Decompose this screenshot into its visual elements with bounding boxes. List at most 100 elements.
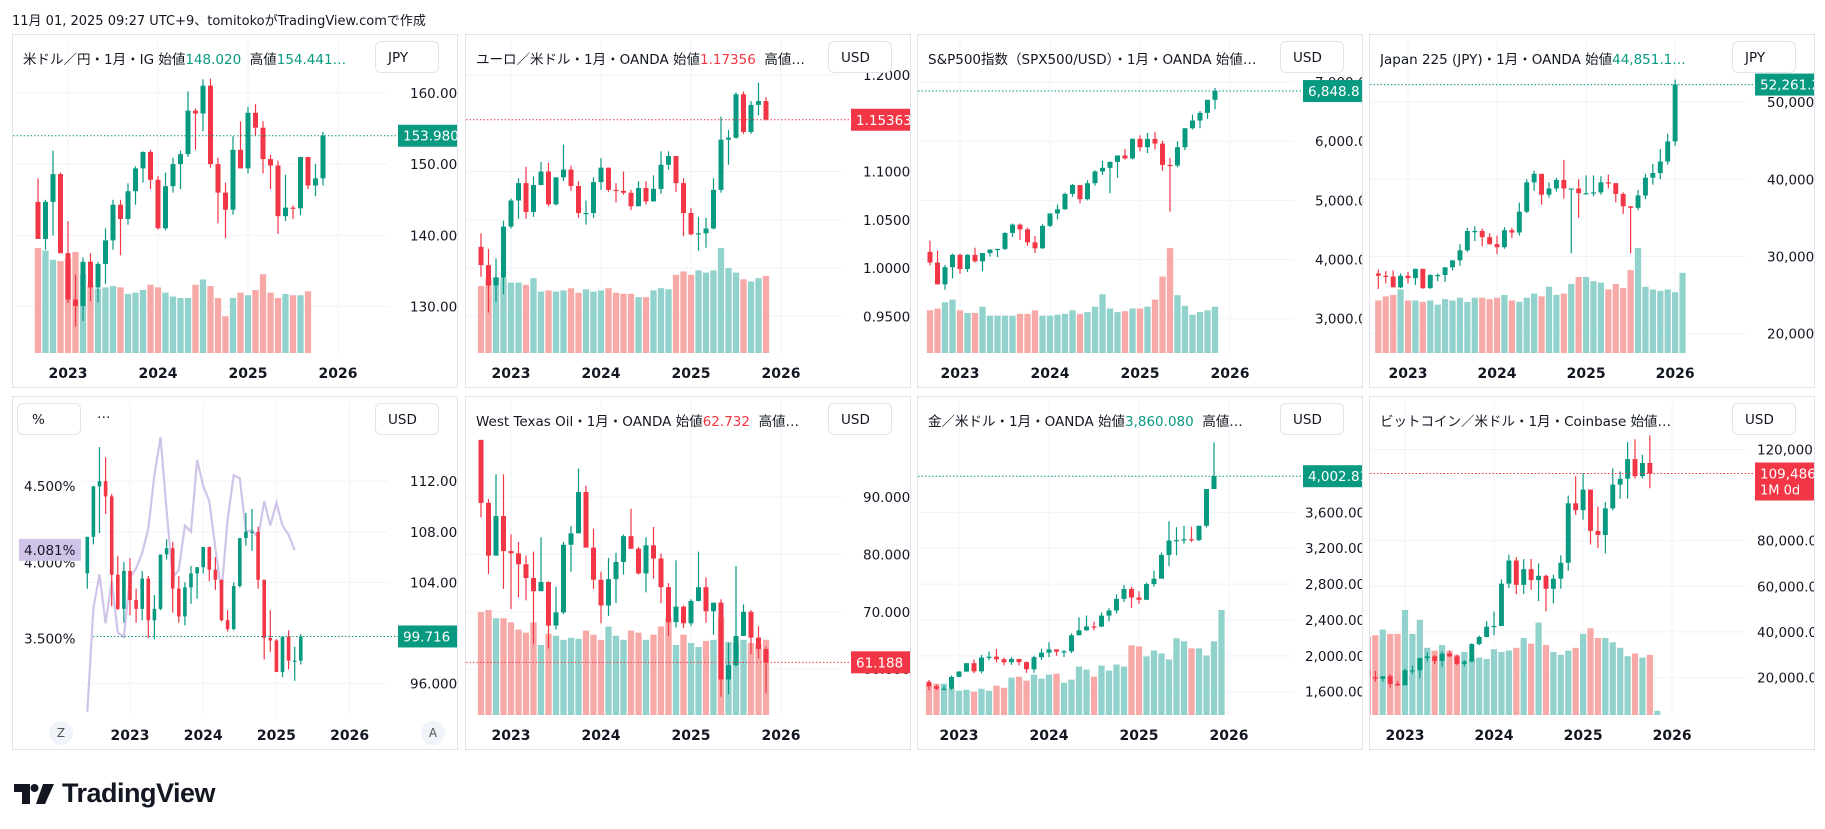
candle [666,151,671,170]
candle-body [1100,167,1105,172]
symbol-legend[interactable]: 米ドル／円・1月・IG 始値148.020 高値154.441… [23,48,346,68]
symbol-legend[interactable]: Japan 225 (JPY)・1月・OANDA 始値44,851.1… [1380,48,1694,68]
candle [1002,232,1008,251]
symbol-legend[interactable]: S&P500指数（SPX500/USD）・1月・OANDA 始値… [928,48,1265,68]
symbol-legend[interactable]: ユーロ／米ドル・1月・OANDA 始値1.17356 高値… [476,48,805,68]
candle [546,581,551,649]
candle [621,171,626,195]
candle-body [1568,188,1574,190]
candle [711,602,716,635]
volume-bar [762,275,770,353]
yield-price-label: 4.081% [24,543,76,559]
volume-bar [1069,310,1076,353]
candle [1558,555,1564,589]
candle [185,91,191,157]
currency-button[interactable]: USD [1280,41,1344,73]
volume-bar [1486,299,1493,353]
volume-bar [1098,665,1105,715]
symbol-legend[interactable]: 金／米ドル・1月・OANDA 始値3,860.080 高値… [928,410,1243,430]
chart-canvas[interactable]: 20,000.0 30,000.0 40,000.0 50,000.0 2023 2024… [1370,35,1815,388]
chart-panel[interactable]: 20,000.0 30,000.0 40,000.0 50,000.0 2023 2024… [1369,34,1815,388]
y-tick-label: 50,000.0 [1767,95,1815,111]
candle-body [1447,653,1452,657]
candle [1546,182,1552,198]
candle [658,553,664,604]
chart-panel[interactable]: 96.000104.000108.000112.0003.500%4.000%4… [12,396,458,750]
currency-button[interactable]: JPY [375,41,439,73]
x-tick-label: 2025 [257,728,296,744]
candle [1151,570,1157,587]
left-tick-label: 3.500% [24,632,76,648]
volume-bar [605,626,612,715]
volume-bar [124,293,132,353]
chart-panel[interactable]: 60.00070.00080.00090.0002023202420252026… [465,396,911,750]
candle [621,534,626,575]
candle [1469,643,1475,663]
volume-bar [214,297,222,353]
volume-bar [1501,294,1508,353]
candle [1402,668,1408,686]
candle-body [238,538,242,587]
tradingview-logo[interactable]: TradingView [14,778,216,809]
chart-canvas[interactable]: 3,000.04,000.05,000.06,000.07,000.020232… [918,35,1363,388]
symbol-legend[interactable]: West Texas Oil・1月・OANDA 始値62.732 高値… [476,410,799,430]
currency-button[interactable]: USD [375,403,439,435]
currency-button[interactable]: JPY [1732,41,1796,73]
candle [133,166,138,205]
x-tick-label: 2025 [672,366,711,382]
candle [223,182,228,239]
candle [1040,224,1045,249]
symbol-legend[interactable]: ビットコイン／米ドル・1月・Coinbase 始値… [1380,410,1680,430]
candle [934,684,939,691]
candle [1085,180,1090,201]
high-label: 高値… [758,414,800,430]
more-menu-button[interactable]: … [97,406,111,422]
currency-button[interactable]: USD [828,41,892,73]
chart-canvas[interactable]: 0.950001.000001.050001.100001.2000020232… [466,35,911,388]
volume-bar [177,297,184,353]
candle-body [1595,530,1601,535]
volume-bar [1657,290,1664,353]
volume-bar [552,291,560,353]
candle [1122,148,1128,160]
candle-body [1009,658,1014,663]
candle-body [964,663,969,672]
candle [763,646,769,694]
candle-body [636,187,641,207]
candle-body [666,156,671,165]
candle [118,199,123,256]
chart-panel[interactable]: 0.950001.000001.050001.100001.2000020232… [465,34,911,388]
left-scale-button[interactable]: % [17,403,81,435]
volume-bar [1181,305,1189,353]
volume-bar [642,297,650,353]
zoom-reset-button[interactable]: Z [49,721,73,745]
volume-bar [612,635,620,715]
chart-panel[interactable]: 3,000.04,000.05,000.06,000.07,000.020232… [917,34,1363,388]
chart-panel[interactable]: 20,000.00 40,000.00 60,000.00 80,000.00 120,… [1369,396,1815,750]
volume-bar [970,691,978,715]
candle [201,546,205,574]
volume-bar [492,618,500,715]
auto-scale-button[interactable]: A [421,721,445,745]
chart-canvas[interactable]: 96.000104.000108.000112.0003.500%4.000%4… [13,397,458,750]
chart-canvas[interactable]: 1,600.000 2,000.000 2,400.000 2,800.000 3,20… [918,397,1363,750]
chart-panel[interactable]: 1,600.000 2,000.000 2,400.000 2,800.000 3,20… [917,396,1363,750]
volume-bar [1046,315,1054,353]
candle-body [85,536,90,574]
chart-canvas[interactable]: 60.00070.00080.00090.0002023202420252026… [466,397,911,750]
candle [651,175,656,202]
chart-panel[interactable]: 130.000 140.000 150.000 160.000 2023 2024 2025… [12,34,458,388]
candle-body [681,606,686,624]
volume-bar [560,639,567,715]
candle [643,181,649,205]
currency-button[interactable]: USD [1280,403,1344,435]
currency-button[interactable]: USD [828,403,892,435]
candle-body [478,246,484,266]
chart-canvas[interactable]: 130.000 140.000 150.000 160.000 2023 2024 2025… [13,35,458,388]
volume-bar [1654,710,1661,715]
x-tick-label: 2023 [941,366,980,382]
chart-canvas[interactable]: 20,000.00 40,000.00 60,000.00 80,000.00 120,… [1370,397,1815,750]
currency-button[interactable]: USD [1732,403,1796,435]
candle [1539,173,1545,205]
candle-body [1494,244,1500,248]
